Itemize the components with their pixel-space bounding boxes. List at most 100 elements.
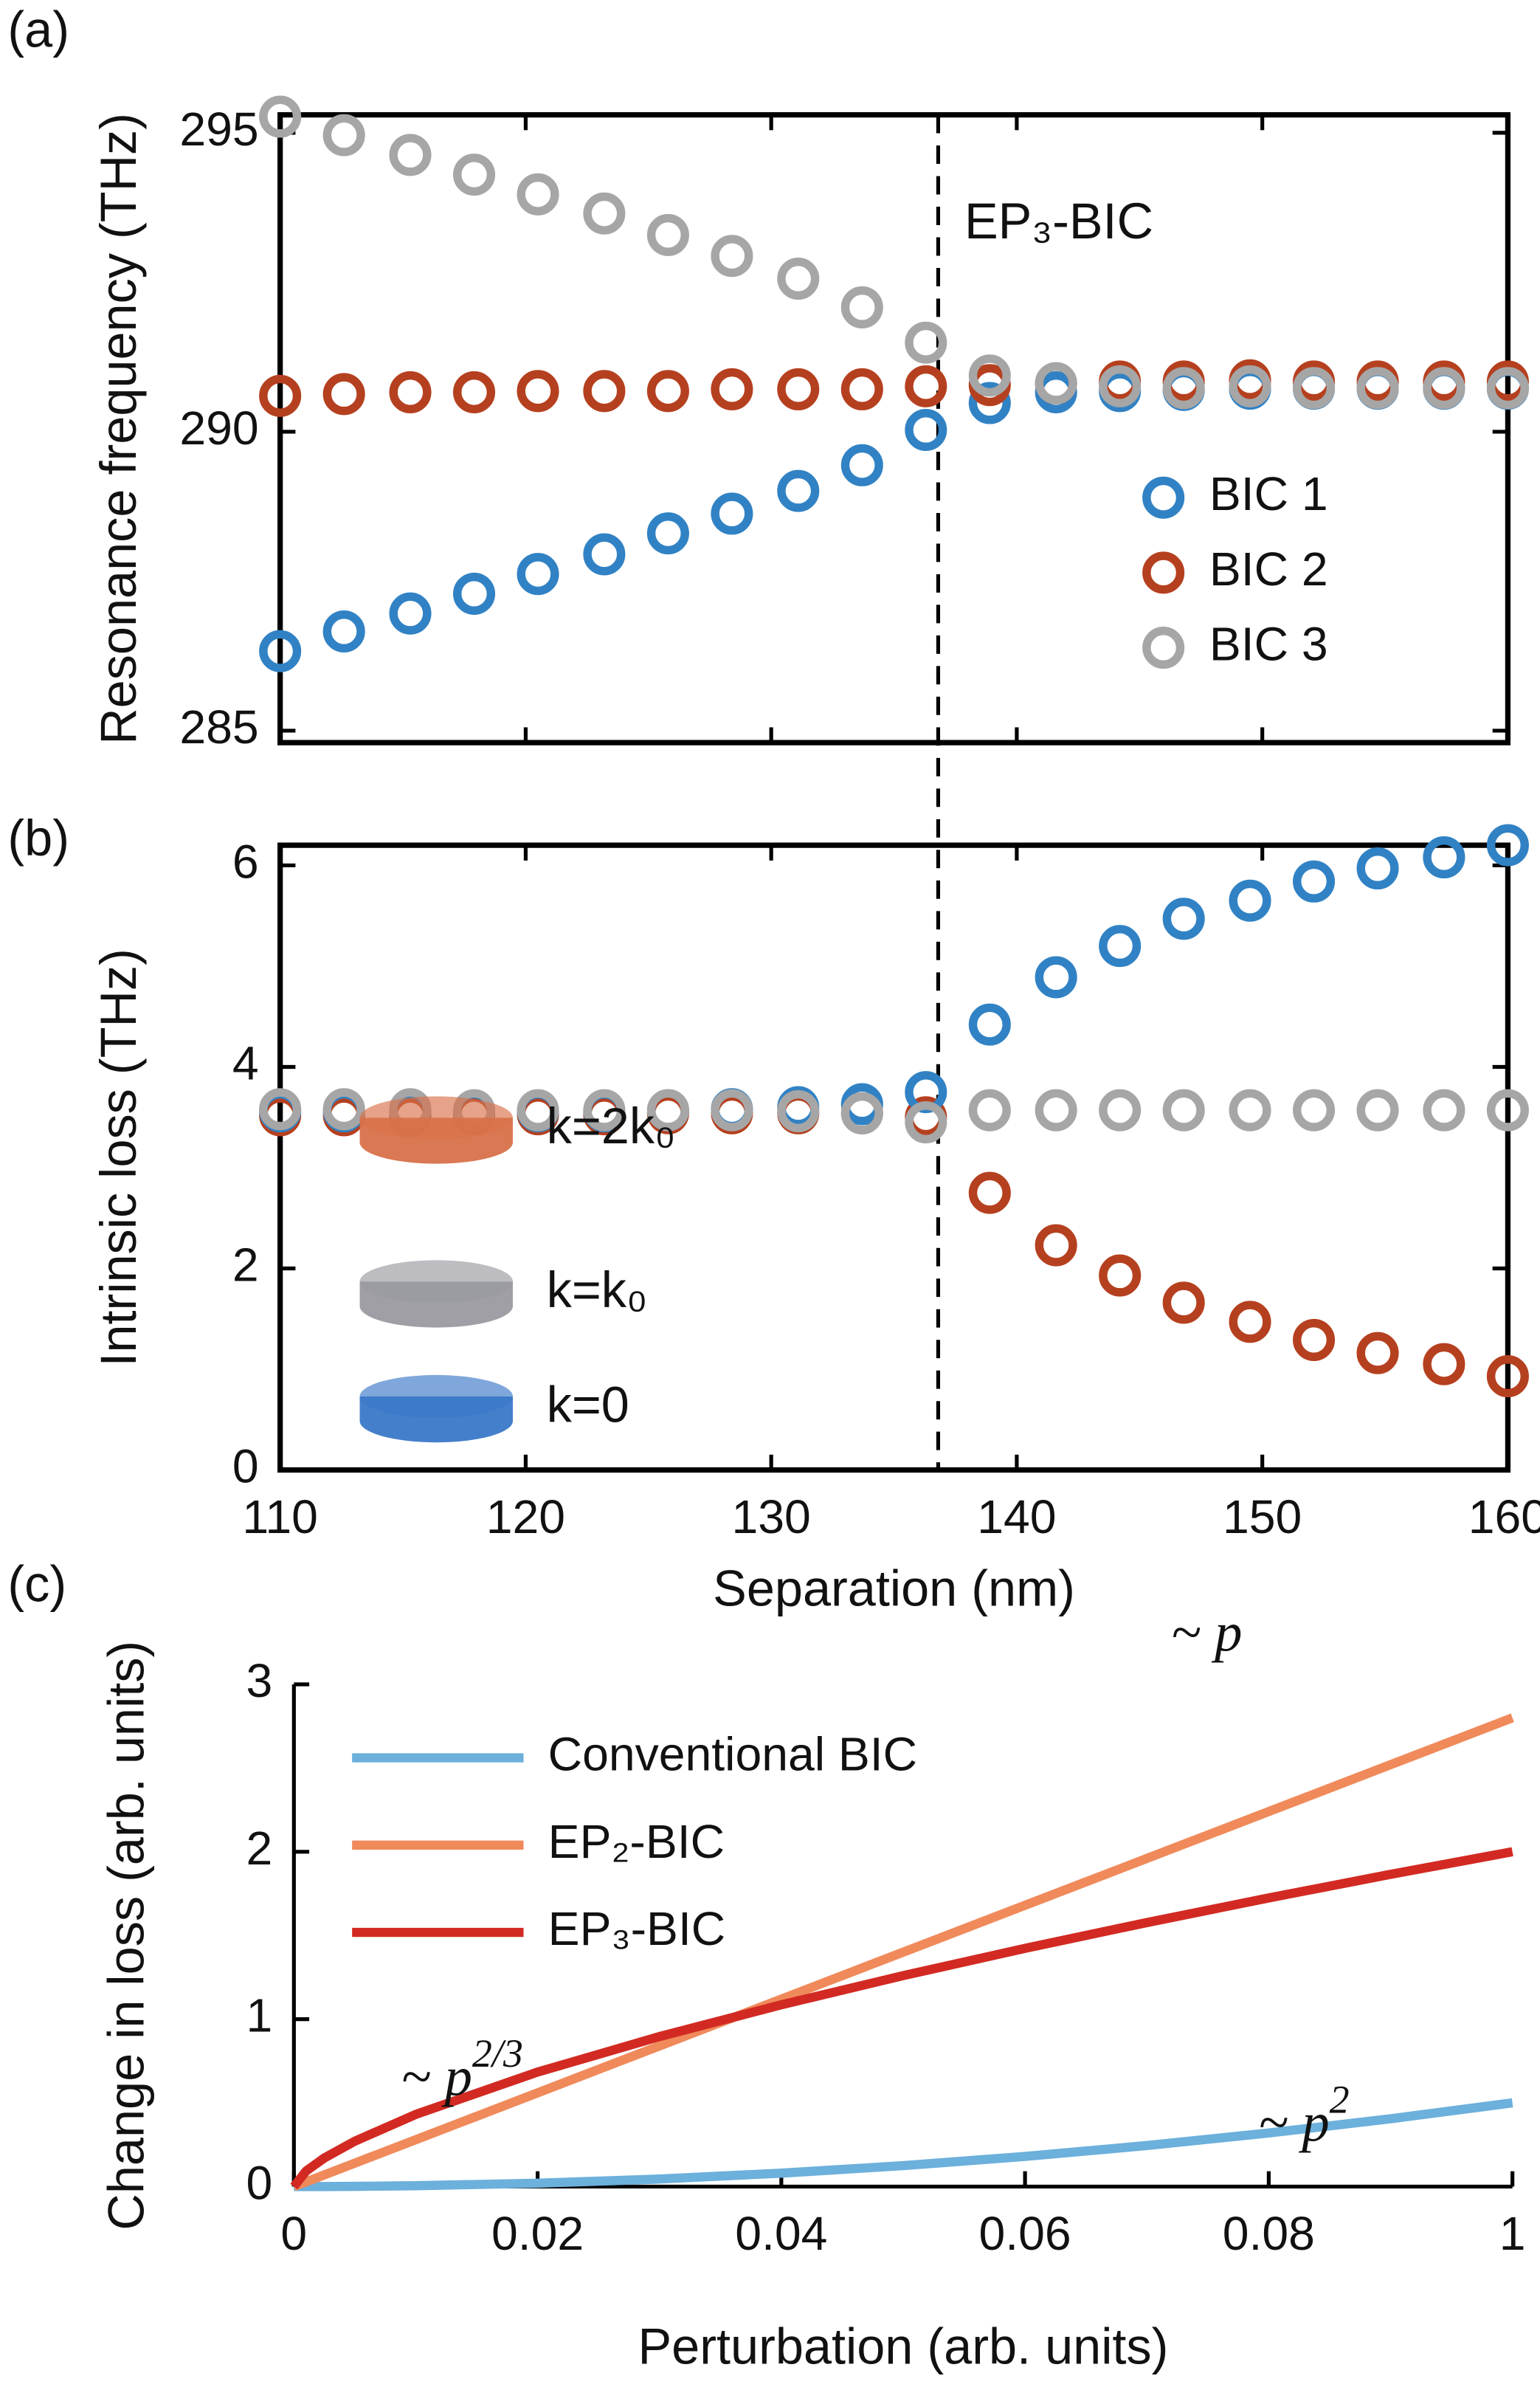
y-tick-label: 2 bbox=[232, 1238, 259, 1291]
data-point bbox=[322, 610, 365, 652]
y-axis-label: Change in loss (arb. units) bbox=[97, 1641, 154, 2231]
x-tick-label: 130 bbox=[732, 1490, 811, 1543]
data-line bbox=[294, 2098, 1513, 2191]
data-point bbox=[1423, 367, 1465, 410]
data-point bbox=[583, 1089, 626, 1132]
data-point bbox=[840, 286, 883, 328]
data-point bbox=[968, 1003, 1011, 1046]
panel-label: (a) bbox=[7, 1, 69, 58]
annotation-text: ~ p bbox=[401, 2046, 472, 2107]
annotation: ~ p2/3 bbox=[401, 2032, 523, 2108]
x-tick-label: 0.06 bbox=[979, 2207, 1071, 2260]
data-point bbox=[259, 374, 302, 417]
y-tick-label: 1 bbox=[246, 1989, 273, 2042]
data-point bbox=[1293, 860, 1336, 903]
data-point bbox=[777, 258, 820, 300]
data-point bbox=[1099, 1089, 1142, 1132]
data-point bbox=[517, 370, 559, 413]
data-point bbox=[905, 1101, 947, 1144]
x-tick-label: 150 bbox=[1223, 1490, 1302, 1543]
data-point bbox=[711, 492, 753, 535]
disk-top bbox=[359, 1096, 513, 1140]
inset-disk bbox=[359, 1260, 513, 1328]
inset-disk bbox=[359, 1096, 513, 1164]
y-tick-label: 0 bbox=[246, 2156, 273, 2209]
y-tick-label: 4 bbox=[232, 1036, 259, 1089]
legend-marker bbox=[1142, 626, 1185, 669]
data-point bbox=[453, 371, 496, 413]
x-tick-label: 0 bbox=[280, 2207, 307, 2260]
x-tick-label: 140 bbox=[977, 1490, 1056, 1543]
annotation-text: ~ p bbox=[1171, 1602, 1242, 1664]
data-point bbox=[1035, 362, 1077, 404]
annotation-superscript: 2/3 bbox=[472, 2032, 523, 2076]
x-tick-label: 110 bbox=[242, 1490, 318, 1543]
inset-label: k=k₀ bbox=[547, 1261, 648, 1318]
data-point bbox=[711, 235, 753, 278]
data-point bbox=[711, 368, 753, 410]
data-point bbox=[1293, 1089, 1336, 1132]
data-point bbox=[1356, 847, 1399, 890]
annotation-text: EP₃-BIC bbox=[964, 193, 1153, 249]
annotation: ~ p bbox=[1171, 1602, 1242, 1664]
data-point bbox=[777, 469, 820, 512]
y-tick-label: 6 bbox=[232, 835, 259, 888]
data-point bbox=[453, 154, 496, 196]
data-point bbox=[583, 533, 626, 576]
data-point bbox=[1486, 367, 1529, 410]
data-point bbox=[968, 1171, 1011, 1214]
data-point bbox=[646, 1089, 689, 1132]
data-point bbox=[389, 371, 432, 413]
y-tick-label: 0 bbox=[232, 1440, 259, 1493]
annotation: EP₃-BIC bbox=[964, 193, 1153, 249]
legend-label: BIC 2 bbox=[1209, 543, 1328, 596]
y-tick-label: 290 bbox=[179, 402, 258, 455]
data-point bbox=[389, 134, 432, 176]
data-point bbox=[1229, 365, 1271, 407]
inset-disk bbox=[359, 1374, 513, 1443]
data-point bbox=[1423, 836, 1465, 879]
legend-label: Conventional BIC bbox=[548, 1728, 917, 1781]
data-point bbox=[517, 553, 559, 596]
y-tick-label: 3 bbox=[246, 1654, 273, 1707]
data-point bbox=[1099, 1254, 1142, 1297]
annotation-text: ~ p bbox=[1258, 2093, 1329, 2154]
data-point bbox=[1099, 365, 1142, 407]
data-point bbox=[322, 373, 365, 416]
data-point bbox=[1035, 956, 1077, 999]
data-point bbox=[517, 173, 559, 216]
panel-label: (c) bbox=[7, 1555, 66, 1612]
data-point bbox=[1229, 1089, 1271, 1132]
data-point bbox=[1229, 879, 1271, 922]
x-axis-label: Separation (nm) bbox=[713, 1560, 1075, 1617]
data-point bbox=[1423, 1343, 1465, 1385]
annotation: ~ p2 bbox=[1258, 2078, 1349, 2154]
data-line bbox=[290, 1847, 1513, 2190]
data-point bbox=[1486, 1089, 1529, 1132]
inset-label: k=0 bbox=[547, 1377, 629, 1433]
panel-label: (b) bbox=[7, 810, 69, 867]
data-point bbox=[1035, 1089, 1077, 1132]
data-point bbox=[1293, 367, 1336, 410]
annotation-superscript: 2 bbox=[1330, 2078, 1350, 2122]
data-point bbox=[517, 1089, 559, 1132]
y-axis-label: Resonance frequency (THz) bbox=[90, 113, 147, 745]
data-point bbox=[1099, 925, 1142, 968]
data-point bbox=[1035, 1224, 1077, 1267]
data-point bbox=[1486, 824, 1529, 867]
x-tick-label: 1 bbox=[1499, 2207, 1526, 2260]
data-point bbox=[259, 95, 302, 138]
x-tick-label: 160 bbox=[1468, 1490, 1540, 1543]
axes-frame bbox=[277, 111, 1511, 745]
data-point bbox=[322, 114, 365, 156]
data-point bbox=[1162, 1281, 1205, 1324]
x-tick-label: 0.02 bbox=[491, 2207, 584, 2260]
data-point bbox=[1162, 367, 1205, 410]
data-point bbox=[711, 1089, 753, 1132]
data-point bbox=[1293, 1318, 1336, 1361]
data-point bbox=[583, 370, 626, 413]
data-point bbox=[1356, 1332, 1399, 1374]
data-point bbox=[646, 370, 689, 413]
axes-frame bbox=[277, 842, 1511, 1473]
